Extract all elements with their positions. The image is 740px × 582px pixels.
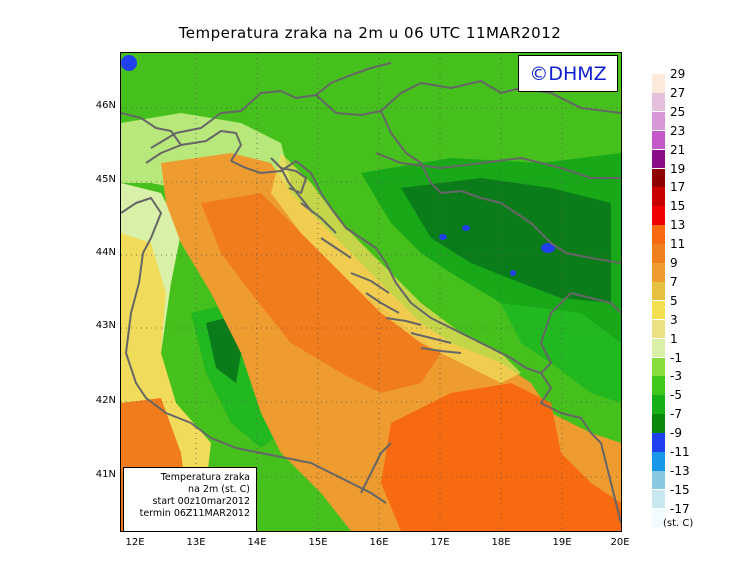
- legend-swatch: [652, 149, 665, 169]
- legend-label: -7: [670, 407, 682, 422]
- legend-label: 7: [670, 274, 678, 289]
- legend-label: 1: [670, 331, 678, 346]
- lat-label-41n: 41N: [95, 469, 116, 480]
- legend-swatch: [652, 74, 665, 93]
- legend-swatch: [652, 244, 665, 263]
- cold-cell-4: [510, 270, 516, 276]
- legend-swatch: [652, 414, 665, 433]
- lon-label-19e: 19E: [552, 537, 572, 548]
- cold-cell-2: [439, 234, 447, 240]
- legend-label: 19: [670, 161, 686, 176]
- legend-swatch: [652, 357, 665, 376]
- legend-label: 11: [670, 237, 686, 252]
- legend-swatch: [652, 130, 665, 150]
- legend-swatch: [652, 281, 665, 301]
- legend-swatch: [652, 111, 665, 131]
- cold-cell-3: [462, 225, 470, 231]
- legend-swatch: [652, 263, 665, 282]
- legend-label: 23: [670, 123, 686, 138]
- legend-swatch: [652, 376, 665, 395]
- legend-label: -13: [670, 463, 690, 478]
- lon-label-13e: 13E: [186, 537, 206, 548]
- legend-label: 17: [670, 180, 686, 195]
- legend-label: 13: [670, 218, 686, 233]
- legend-swatch: [652, 452, 665, 471]
- info-line-4: termin 06Z11MAR2012: [139, 508, 250, 519]
- legend-label: 3: [670, 312, 678, 327]
- legend-label: 25: [670, 104, 686, 119]
- legend-swatch: [652, 489, 665, 509]
- legend-label: -9: [670, 426, 682, 441]
- lat-label-43n: 43N: [95, 320, 116, 331]
- legend-label: 27: [670, 85, 686, 100]
- legend-label: 5: [670, 293, 678, 308]
- legend-label: -5: [670, 388, 682, 403]
- legend-swatch: [652, 187, 665, 206]
- legend-swatch: [652, 470, 665, 490]
- legend-swatch: [652, 300, 665, 320]
- cold-zone-core: [401, 178, 611, 303]
- info-box: Temperatura zraka na 2m (st. C) start 00…: [123, 467, 257, 531]
- info-line-1: Temperatura zraka: [160, 472, 250, 483]
- legend-label: 21: [670, 142, 686, 157]
- lon-label-17e: 17E: [430, 537, 450, 548]
- info-line-3: start 00z10mar2012: [152, 496, 250, 507]
- lat-label-46n: 46N: [95, 100, 116, 111]
- legend-swatch: [652, 319, 665, 339]
- adriatic-sea-hot: [201, 193, 441, 393]
- legend-label: 15: [670, 199, 686, 214]
- legend-label: 9: [670, 256, 678, 270]
- legend-swatch: [652, 225, 665, 244]
- legend-label: 29: [670, 67, 686, 81]
- lon-label-15e: 15E: [308, 537, 328, 548]
- legend-swatch: [652, 338, 665, 358]
- map-field: [121, 53, 621, 531]
- lat-label-44n: 44N: [95, 247, 116, 258]
- legend-swatch: [652, 395, 665, 414]
- legend-swatch: [652, 433, 665, 452]
- lat-label-42n: 42N: [95, 395, 116, 406]
- temperature-map: ©DHMZ Temperatura zraka na 2m (st. C) st…: [120, 52, 622, 532]
- legend-swatch: [652, 206, 665, 225]
- lat-label-45n: 45N: [95, 174, 116, 185]
- legend-unit: (st. C): [663, 518, 694, 529]
- legend-swatch: [652, 92, 665, 112]
- cold-cell-1: [541, 243, 555, 253]
- lon-label-14e: 14E: [247, 537, 267, 548]
- lon-label-18e: 18E: [491, 537, 511, 548]
- lon-label-12e: 12E: [125, 537, 145, 548]
- legend-label: -3: [670, 369, 682, 384]
- legend-swatch: [652, 508, 665, 528]
- warm-coast-band: [271, 153, 521, 383]
- coastlines: [121, 62, 621, 524]
- map-title: Temperatura zraka na 2m u 06 UTC 11MAR20…: [178, 24, 562, 42]
- legend-swatch: [652, 168, 665, 187]
- info-line-2: na 2m (st. C): [188, 484, 250, 495]
- legend-label: -17: [670, 501, 690, 516]
- cold-cell-5: [121, 55, 137, 71]
- dhmz-logo: ©DHMZ: [518, 55, 618, 92]
- south-sea-hot: [381, 383, 621, 531]
- legend-label: -15: [670, 482, 690, 497]
- legend-label: -1: [670, 350, 682, 365]
- lon-label-16e: 16E: [369, 537, 389, 548]
- lon-label-20e: 20E: [610, 537, 630, 548]
- graticule: [121, 53, 621, 531]
- legend-label: -11: [670, 445, 690, 459]
